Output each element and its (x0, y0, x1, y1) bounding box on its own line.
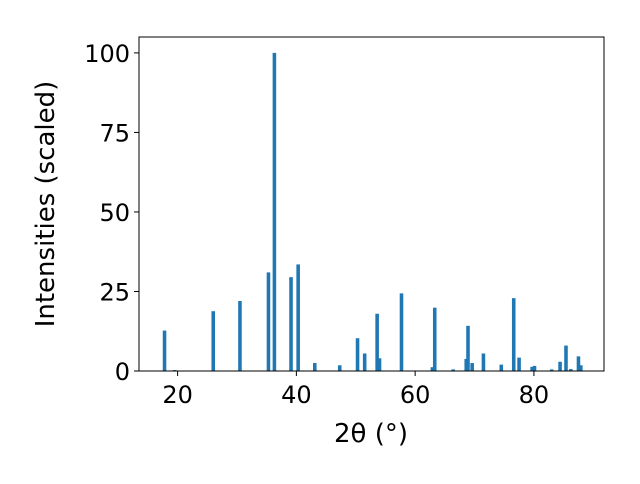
bar (377, 358, 382, 371)
y-tick-label: 50 (99, 199, 130, 227)
bar (558, 361, 562, 371)
bar (399, 293, 404, 371)
bar (272, 52, 277, 372)
bar (162, 330, 167, 371)
x-tick-label: 40 (281, 381, 312, 409)
y-tick-label: 25 (99, 278, 130, 306)
x-axis-label: 2θ (°) (334, 419, 408, 449)
bar (238, 301, 242, 371)
bar (337, 365, 342, 371)
bar (266, 272, 271, 371)
bar (576, 356, 581, 371)
y-tick-label: 75 (99, 119, 130, 147)
y-axis-label: Intensities (scaled) (31, 81, 61, 328)
y-tick-label: 100 (84, 40, 130, 68)
x-tick-label: 80 (519, 381, 550, 409)
bar (511, 298, 516, 371)
plot-frame (138, 36, 605, 372)
bar (568, 369, 573, 371)
bar (432, 307, 437, 371)
bar (564, 345, 568, 371)
bar (549, 369, 554, 371)
bar (517, 357, 521, 371)
bar (355, 338, 360, 371)
y-axis-ticks: 0 25 50 75 100 (84, 40, 139, 386)
bar (532, 365, 537, 371)
bar (289, 277, 293, 371)
y-tick-label: 0 (115, 358, 130, 386)
x-axis-ticks: 20 40 60 80 (162, 371, 549, 409)
x-tick-label: 20 (162, 381, 193, 409)
bar (499, 364, 504, 371)
bar (296, 264, 300, 371)
bar (451, 369, 455, 371)
bar (481, 353, 486, 371)
bar (579, 365, 583, 371)
bar (430, 367, 435, 371)
bar (375, 313, 379, 371)
bar (313, 363, 317, 371)
x-tick-label: 60 (400, 381, 431, 409)
bar (530, 366, 534, 371)
bar (470, 363, 474, 371)
bar (211, 311, 216, 371)
bar (466, 325, 470, 371)
bar (362, 353, 367, 371)
bars-group (162, 52, 583, 372)
